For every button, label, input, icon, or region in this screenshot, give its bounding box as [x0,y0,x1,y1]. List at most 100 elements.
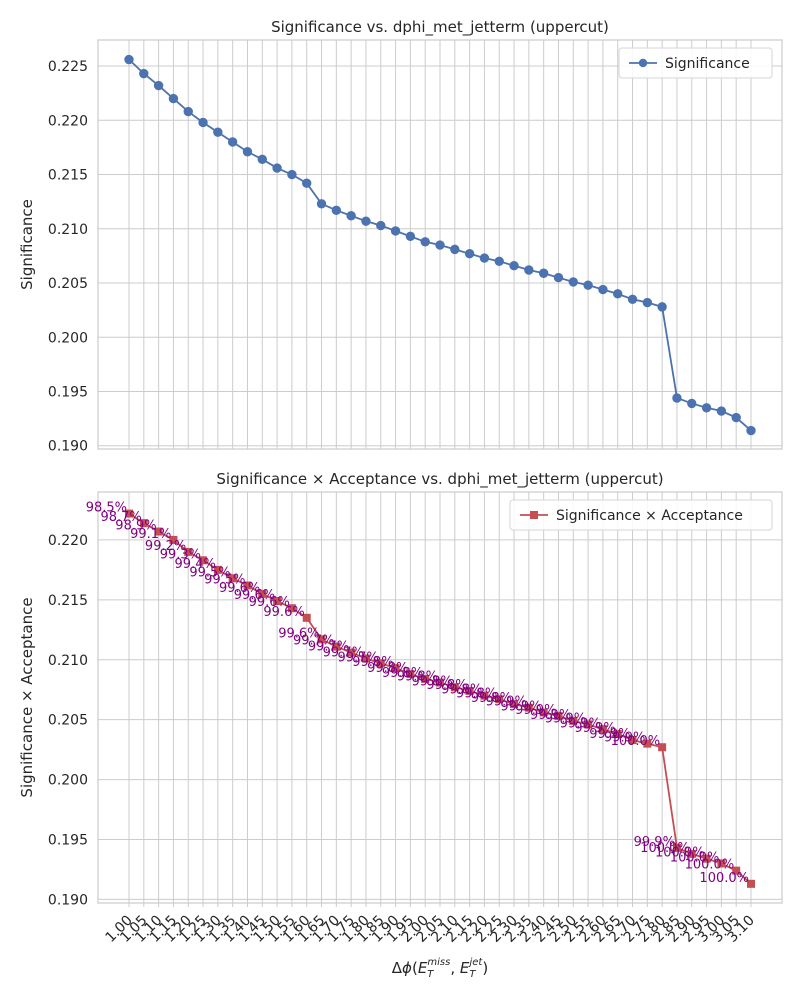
data-point [598,284,608,295]
data-point [450,683,459,692]
data-point [317,635,326,644]
data-label: 99.6% [263,605,304,620]
data-point [390,226,401,236]
y-tick-label: 0.215 [48,168,88,184]
data-label: 99.8% [411,674,452,689]
y-tick-label: 0.220 [48,113,88,129]
y-tick-label: 0.205 [48,713,88,729]
data-label: 99.4% [175,557,216,572]
y-tick-label: 0.225 [48,59,88,75]
data-point [583,280,593,290]
data-label: 99.8% [426,678,467,693]
data-point [687,849,696,858]
data-point [628,736,637,745]
data-point [569,716,578,725]
data-point [584,720,593,729]
data-point [213,127,223,137]
legend-marker [638,58,648,68]
data-point [405,231,416,242]
data-label: 99.7% [323,646,364,661]
data-point [331,205,342,216]
data-point [436,678,444,687]
data-point [524,265,534,275]
data-label: 99.8% [352,655,393,670]
y-tick-label: 0.220 [48,533,88,549]
data-label: 98.5% [86,501,127,516]
y-tick-label: 0.200 [48,773,88,789]
data-point [302,613,311,622]
data-point [332,642,341,651]
data-label: 99.7% [308,640,349,655]
data-point [464,249,475,259]
data-point [598,725,607,734]
data-point [657,302,667,312]
data-point [169,535,178,544]
data-point [198,117,208,128]
data-point [553,272,564,283]
data-point [716,406,727,416]
y-tick-label: 0.190 [48,892,88,908]
data-point [420,237,430,247]
data-point [361,216,371,226]
data-point [139,68,149,79]
data-label: 99.7% [337,650,378,665]
data-label: 99.9% [574,721,615,736]
axes-frame [97,39,783,450]
data-point [184,547,193,556]
legend-label: Significance × Acceptance [556,508,743,524]
data-label: 99.9% [515,703,556,718]
y-tick-label: 0.205 [48,276,88,292]
data-label: 99.6% [278,626,319,641]
data-label: 98.7% [100,510,141,525]
data-label: 100.0% [611,734,661,749]
data-label: 99.9% [500,699,541,714]
data-point [302,178,312,188]
data-point [568,277,578,287]
data-point [672,843,681,852]
data-point [642,297,653,308]
data-label: 99.9% [634,835,675,850]
data-point [376,659,385,668]
legend-box [618,47,773,79]
data-label: 100.0% [699,871,749,886]
data-point [139,519,148,528]
data-point [746,425,756,436]
data-point [687,398,697,409]
data-point [154,527,163,536]
data-label: 99.5% [189,565,230,580]
data-label: 99.7% [293,634,334,649]
data-point [346,211,356,221]
data-point [258,589,267,598]
data-point [391,664,400,673]
data-point [168,93,179,104]
x-axis-label: Δϕ(ETmiss, ETjet) [392,957,488,980]
data-point [228,574,237,583]
y-axis-label: Significance [18,199,36,290]
data-point [213,565,222,574]
data-point [702,854,711,863]
data-label: 98.9% [115,519,156,534]
legend-label: Significance [665,56,750,72]
data-label: 99.6% [249,595,290,610]
data-point [554,712,563,721]
data-label: 99.8% [382,666,423,681]
data-point [509,260,519,271]
data-label: 99.9% [545,711,586,726]
data-point [183,106,193,117]
data-point [479,253,490,263]
y-axis-label: Significance × Acceptance [18,597,36,797]
data-point [538,268,549,278]
y-tick-label: 0.210 [48,222,88,238]
data-point [465,686,474,695]
data-point [316,199,327,209]
legend: Significance [618,47,773,79]
data-point [480,691,489,700]
data-point [495,695,504,704]
data-point [125,509,133,518]
y-tick-label: 0.215 [48,593,88,609]
data-point [524,703,533,712]
data-point [701,403,712,413]
chart-title: Significance × Acceptance vs. dphi_met_j… [216,470,663,489]
